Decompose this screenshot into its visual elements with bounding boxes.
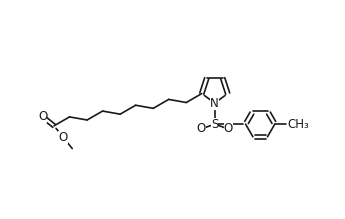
Text: N: N <box>210 97 219 110</box>
Text: S: S <box>211 118 218 131</box>
Text: O: O <box>38 110 47 123</box>
Text: O: O <box>59 131 68 144</box>
Text: O: O <box>196 122 206 136</box>
Text: CH₃: CH₃ <box>287 118 309 131</box>
Text: O: O <box>224 122 233 136</box>
